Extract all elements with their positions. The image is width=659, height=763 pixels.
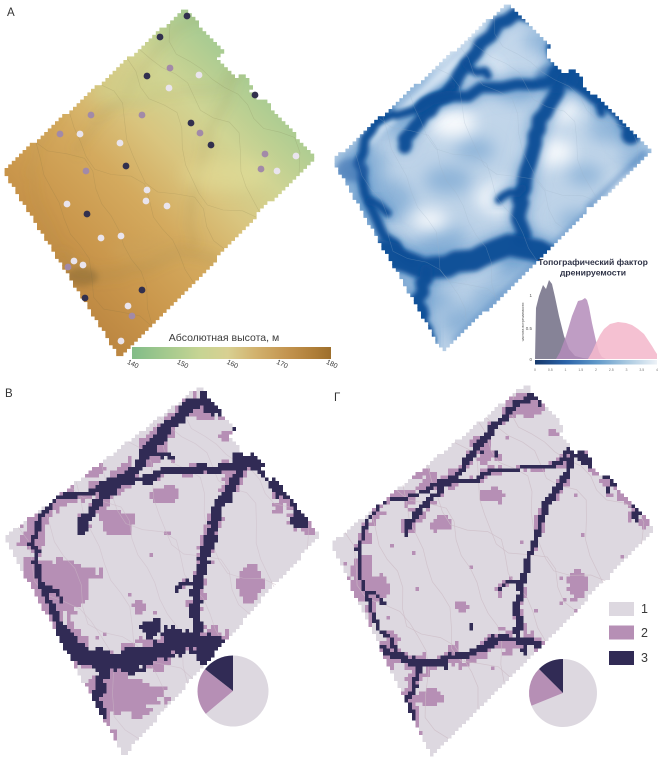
svg-text:0: 0 [534,368,536,372]
svg-text:А: А [7,7,15,19]
svg-text:4: 4 [656,368,658,372]
svg-text:1.5: 1.5 [578,368,583,372]
svg-text:3: 3 [641,651,648,665]
svg-text:0.5: 0.5 [548,368,553,372]
svg-text:дренируемости: дренируемости [560,268,626,278]
svg-text:3: 3 [626,368,628,372]
svg-text:0.5: 0.5 [526,326,533,331]
svg-text:2: 2 [641,626,648,640]
svg-text:частота встречаемости: частота встречаемости [521,303,525,342]
svg-text:1: 1 [641,602,648,616]
svg-text:160: 160 [225,359,239,370]
svg-text:170: 170 [275,359,289,370]
svg-text:1: 1 [529,293,532,298]
svg-text:1: 1 [565,368,567,372]
svg-text:0: 0 [529,357,532,362]
svg-text:2.5: 2.5 [609,368,614,372]
svg-text:140: 140 [126,359,140,370]
svg-text:Топографический фактор: Топографический фактор [538,257,648,267]
svg-text:Абсолютная высота, м: Абсолютная высота, м [169,332,279,344]
svg-text:Г: Г [334,392,341,404]
svg-text:3.5: 3.5 [639,368,644,372]
svg-text:150: 150 [176,359,190,370]
svg-text:В: В [5,388,13,400]
svg-text:180: 180 [325,359,339,370]
svg-text:2: 2 [595,368,597,372]
